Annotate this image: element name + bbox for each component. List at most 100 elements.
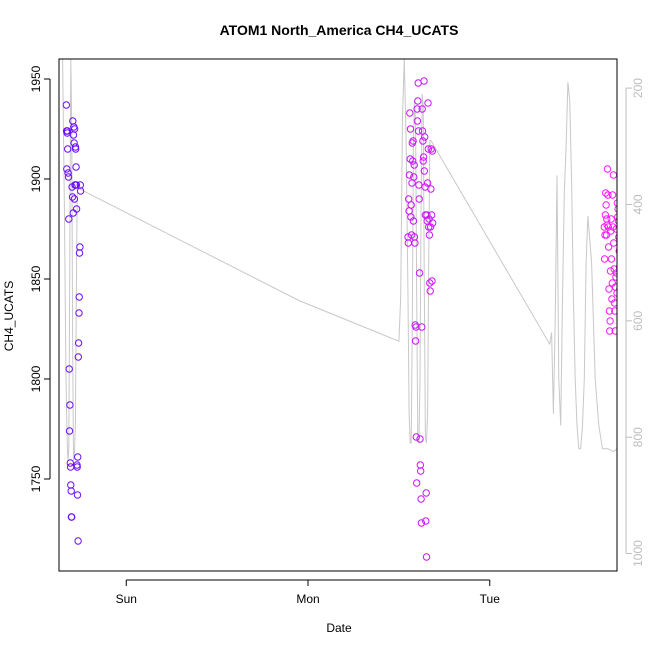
- data-point: [408, 179, 416, 187]
- data-point: [409, 137, 417, 145]
- data-point: [601, 211, 610, 219]
- data-point: [74, 453, 82, 461]
- chart-title: ATOM1 North_America CH4_UCATS: [220, 22, 459, 38]
- y-tick-label: 1800: [29, 365, 43, 392]
- data-point: [417, 467, 425, 475]
- data-point: [411, 239, 419, 247]
- y-tick-label: 1850: [29, 265, 43, 292]
- data-point: [429, 219, 437, 227]
- data-point: [416, 461, 424, 469]
- y2-tick-label: 400: [631, 194, 645, 214]
- data-point: [76, 187, 85, 195]
- data-point: [63, 165, 71, 173]
- data-point: [72, 181, 81, 189]
- data-point: [425, 231, 434, 239]
- data-point: [422, 553, 431, 561]
- data-point: [611, 327, 617, 335]
- data-point: [417, 519, 426, 527]
- data-point: [424, 145, 432, 153]
- data-point: [418, 127, 427, 135]
- data-point: [68, 513, 76, 521]
- data-point: [67, 487, 75, 495]
- data-point: [605, 285, 613, 293]
- data-point: [426, 287, 434, 295]
- data-point: [606, 317, 614, 325]
- data-point: [406, 109, 414, 117]
- y-tick-label: 1750: [29, 465, 43, 492]
- data-point: [64, 173, 73, 181]
- data-point: [619, 362, 625, 368]
- data-point: [619, 280, 625, 286]
- data-point: [616, 324, 617, 326]
- data-point: [609, 171, 617, 179]
- y-axis-label: CH4_UCATS: [2, 281, 16, 351]
- data-point: [70, 125, 79, 133]
- data-point: [420, 167, 428, 175]
- x-tick-label: Sun: [116, 592, 137, 606]
- data-point: [608, 295, 616, 303]
- data-point: [74, 339, 83, 347]
- data-point: [602, 231, 611, 239]
- data-point: [607, 255, 616, 263]
- y2-tick-label: 800: [631, 427, 645, 447]
- data-point: [427, 185, 435, 193]
- data-point: [412, 323, 420, 331]
- data-point: [407, 213, 415, 221]
- data-point: [73, 463, 81, 471]
- data-point: [427, 211, 436, 219]
- y-axis-right: 200 400 600 800 1000: [625, 78, 645, 567]
- data-point: [601, 231, 609, 239]
- data-point: [428, 147, 436, 155]
- data-point: [602, 201, 610, 209]
- pressure-line: [62, 59, 617, 461]
- data-point: [405, 171, 414, 179]
- data-point: [72, 145, 80, 153]
- data-point: [426, 279, 434, 287]
- data-point: [608, 191, 617, 199]
- data-point: [422, 489, 430, 497]
- plot-frame: [58, 58, 618, 572]
- data-point: [407, 201, 415, 209]
- data-point: [424, 99, 432, 107]
- data-point: [607, 215, 615, 223]
- data-point: [600, 255, 609, 263]
- data-point: [69, 209, 77, 217]
- data-point: [417, 495, 425, 503]
- data-point: [602, 189, 610, 197]
- data-point: [616, 286, 617, 292]
- y2-tick-label: 1000: [631, 540, 645, 567]
- data-point: [415, 195, 423, 203]
- data-point: [74, 353, 83, 361]
- data-point: [414, 127, 423, 135]
- data-point: [422, 517, 430, 525]
- data-point: [66, 463, 75, 471]
- data-point: [614, 217, 617, 225]
- data-point: [419, 157, 427, 165]
- data-point: [62, 101, 71, 109]
- data-point: [65, 427, 74, 435]
- pressure-line-group: [62, 59, 617, 461]
- data-point: [64, 145, 72, 153]
- x-tick-label: Tue: [480, 592, 501, 606]
- data-point: [65, 365, 73, 373]
- y-axis-left: 1750 1800 1850 1900 1950: [29, 65, 51, 492]
- data-point: [621, 240, 627, 246]
- data-point: [409, 157, 417, 165]
- data-point: [618, 330, 624, 336]
- data-point: [604, 243, 613, 251]
- y-tick-label: 1950: [29, 65, 43, 92]
- data-point: [66, 401, 74, 409]
- data-point: [423, 179, 432, 187]
- data-point: [63, 127, 72, 135]
- data-point: [72, 205, 81, 213]
- data-point: [618, 404, 624, 410]
- data-point: [413, 479, 421, 487]
- y2-tick-label: 200: [631, 78, 645, 98]
- data-point: [68, 193, 77, 201]
- data-point: [75, 293, 83, 301]
- data-point: [428, 277, 436, 285]
- data-point: [426, 223, 435, 231]
- data-point: [75, 249, 84, 257]
- data-points-group: [62, 77, 627, 561]
